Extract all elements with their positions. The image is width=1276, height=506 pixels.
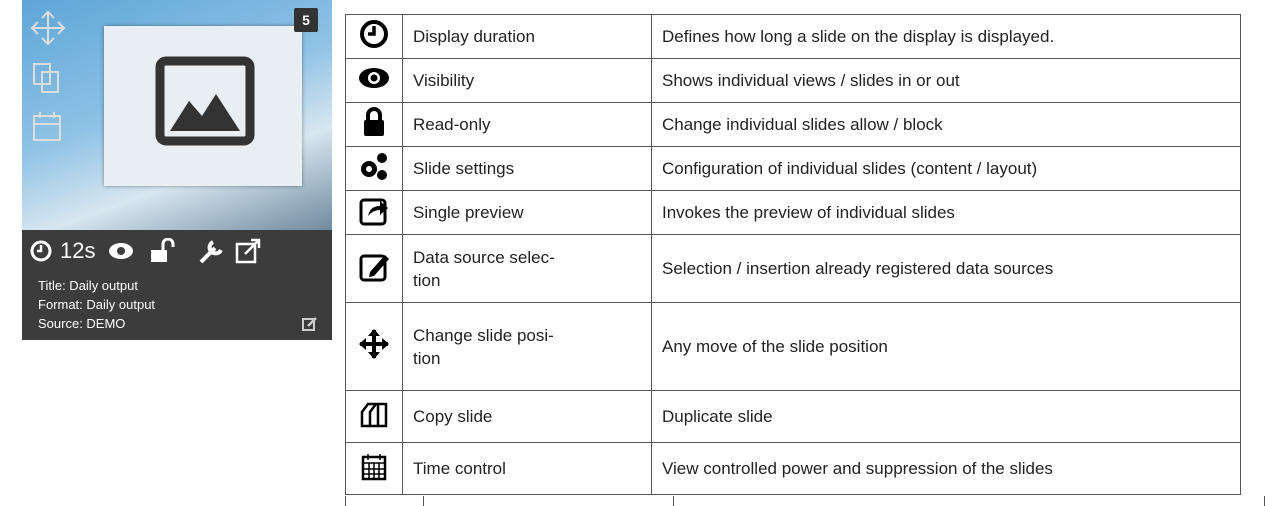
- icon-cell: [345, 102, 403, 147]
- icon-cell: [345, 442, 403, 495]
- table-row: Read-only Change individual slides allow …: [345, 102, 1241, 147]
- table-row: Slide settings Configuration of individua…: [345, 146, 1241, 191]
- table-row: Visibility Shows individual views / slide…: [345, 58, 1241, 103]
- label-cell: Change slide posi- tion: [402, 302, 652, 391]
- icon-table: Display duration Defines how long a slide…: [345, 14, 1241, 495]
- clock-icon: [30, 240, 52, 262]
- icon-cell: [345, 234, 403, 303]
- label-cell: Read-only: [402, 102, 652, 147]
- icon-cell: [345, 14, 403, 59]
- row-icon: [359, 198, 388, 226]
- row-icon: [361, 153, 387, 180]
- icon-cell: [345, 390, 403, 443]
- slide-background: 5: [22, 0, 332, 230]
- label-cell: Display duration: [402, 14, 652, 59]
- table-row: Display duration Defines how long a slide…: [345, 14, 1241, 59]
- icon-cell: [345, 146, 403, 191]
- row-icon: [359, 329, 389, 359]
- label-cell: Data source selec- tion: [402, 234, 652, 303]
- icon-cell: [345, 302, 403, 391]
- slide-card: 5 12s Title: Daily output Format: Daily …: [22, 0, 332, 340]
- info-line: Format: Daily output: [38, 297, 156, 312]
- card-toolbar: 12s: [30, 236, 329, 266]
- info-line: Title: Daily output: [38, 278, 138, 293]
- slide-number: 5: [294, 8, 318, 32]
- image-icon: [155, 56, 255, 146]
- description-cell: Shows individual views / slides in or ou…: [651, 58, 1241, 103]
- table-row: Change slide posi- tion Any move of the s…: [345, 302, 1241, 391]
- description-cell: Defines how long a slide on the display …: [651, 14, 1241, 59]
- duration: 12s: [60, 238, 96, 263]
- row-icon: [360, 402, 388, 428]
- toolbar-icons: [109, 238, 261, 264]
- description-cell: Change individual slides allow / block: [651, 102, 1241, 147]
- row-icon: [359, 254, 389, 282]
- row-icon: [361, 454, 387, 481]
- table-row: Copy slide Duplicate slide: [345, 390, 1241, 443]
- table-row: Time control View controlled power and su…: [345, 442, 1241, 495]
- info-line: Source: DEMO: [38, 316, 126, 331]
- label-cell: Visibility: [402, 58, 652, 103]
- row-icon: [364, 107, 384, 136]
- table-continuation: [345, 496, 1265, 506]
- label-cell: Single preview: [402, 190, 652, 235]
- description-cell: Configuration of individual slides (cont…: [651, 146, 1241, 191]
- edit-icon: [302, 317, 317, 331]
- slide-info: Title: Daily output Format: Daily output…: [38, 276, 155, 333]
- label-cell: Slide settings: [402, 146, 652, 191]
- label-cell: Copy slide: [402, 390, 652, 443]
- description-cell: Duplicate slide: [651, 390, 1241, 443]
- side-icons: [30, 10, 66, 141]
- row-icon: [359, 68, 389, 88]
- slide-thumbnail: [104, 26, 302, 186]
- table-row: Single preview Invokes the preview of ind…: [345, 190, 1241, 235]
- description-cell: Any move of the slide position: [651, 302, 1241, 391]
- description-cell: View controlled power and suppression of…: [651, 442, 1241, 495]
- table-row: Data source selec- tion Selection / inser…: [345, 234, 1241, 303]
- icon-cell: [345, 58, 403, 103]
- icon-cell: [345, 190, 403, 235]
- label-cell: Time control: [402, 442, 652, 495]
- description-cell: Invokes the preview of individual slides: [651, 190, 1241, 235]
- row-icon: [360, 20, 388, 48]
- description-cell: Selection / insertion already registered…: [651, 234, 1241, 303]
